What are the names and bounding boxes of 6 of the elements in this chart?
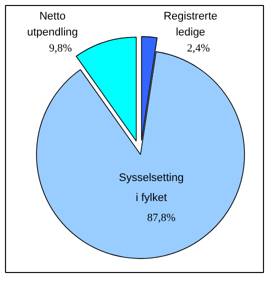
slice-label: Netto utpendling [27,10,78,38]
data-label: 87,8% [147,212,176,224]
data-label: 9,8% [49,42,72,54]
data-label: 2,4% [187,42,210,54]
slice-label: Registrerte ledige [164,10,218,38]
slice-label: Sysselsetting i fylket [118,172,184,204]
